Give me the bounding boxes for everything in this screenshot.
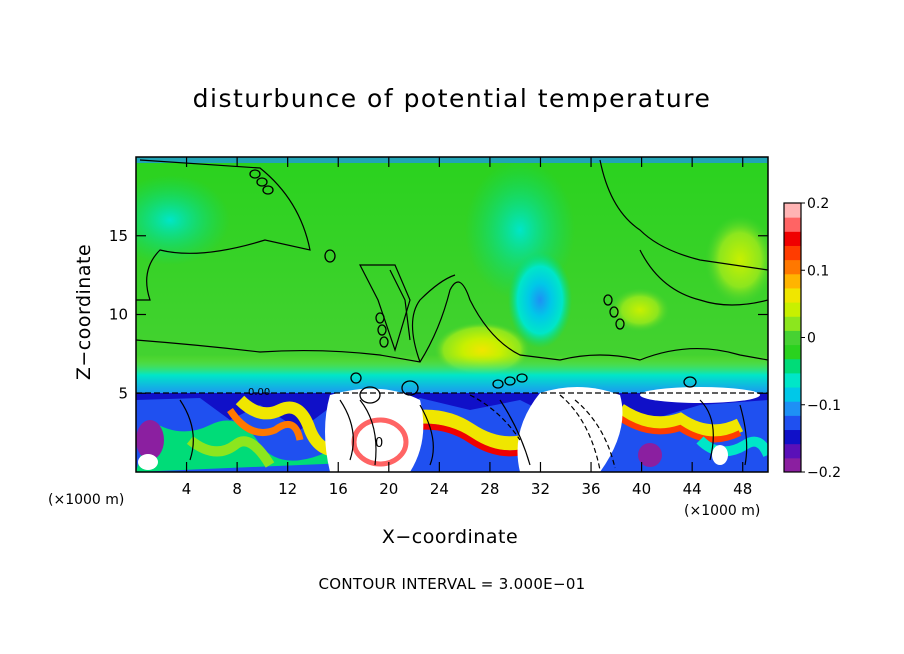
colorbar-swatch <box>784 316 801 331</box>
colorbar-tick-label: 0.2 <box>807 196 829 212</box>
x-tick-label: 16 <box>329 480 348 498</box>
colorbar-swatch <box>784 387 801 402</box>
colorbar-swatch <box>784 443 801 459</box>
x-tick-label: 36 <box>581 480 600 498</box>
colorbar-swatch <box>784 231 801 246</box>
x-tick-label: 8 <box>232 480 242 498</box>
colorbar-swatch <box>784 217 801 232</box>
x-tick-label: 48 <box>733 480 752 498</box>
colorbar-tick-label: 0.1 <box>807 263 829 279</box>
x-tick-label: 20 <box>379 480 398 498</box>
colorbar-swatch <box>784 415 801 431</box>
x-tick-label: 12 <box>278 480 297 498</box>
colorbar-swatch <box>784 259 801 275</box>
colorbar-swatch <box>784 401 801 416</box>
x-unit-label-left: (×1000 m) <box>48 492 125 508</box>
colorbar-swatch <box>784 203 801 218</box>
x-unit-label-right: (×1000 m) <box>684 503 761 519</box>
chart-title: disturbunce of potential temperature <box>192 84 712 113</box>
x-tick-label: 40 <box>632 480 651 498</box>
colorbar-swatch <box>784 457 801 473</box>
colorbar-tick-label: 0 <box>807 331 816 347</box>
colorbar-swatch <box>784 344 801 360</box>
x-tick-label: 28 <box>480 480 499 498</box>
x-axis-label: X−coordinate <box>381 526 519 548</box>
x-tick-label: 4 <box>182 480 192 498</box>
x-tick-label: 44 <box>683 480 702 498</box>
x-tick-label: 32 <box>531 480 550 498</box>
contour-label: 0.00 <box>248 387 270 398</box>
y-tick-label: 15 <box>109 227 128 245</box>
colorbar-swatch <box>784 273 801 289</box>
contour-label: 0 <box>375 436 383 451</box>
colorbar-swatch <box>784 245 801 261</box>
y-axis: 5 10 15 <box>109 227 768 402</box>
colorbar-swatch <box>784 287 801 303</box>
colorbar-tick-label: −0.1 <box>807 398 841 414</box>
colorbar-swatch <box>784 302 801 317</box>
colorbar: 0.2 0.1 0 −0.1 −0.2 <box>783 196 841 481</box>
y-tick-label: 5 <box>118 384 128 402</box>
colorbar-tick-label: −0.2 <box>807 465 841 481</box>
colorbar-swatch <box>784 358 801 374</box>
x-tick-label: 24 <box>430 480 449 498</box>
y-tick-label: 10 <box>109 306 128 324</box>
contour-interval-note: CONTOUR INTERVAL = 3.000E−01 <box>318 575 586 593</box>
x-axis: 4 8 12 16 20 24 28 32 36 40 44 48 <box>182 157 752 498</box>
colorbar-swatch <box>784 429 801 445</box>
colorbar-swatch <box>784 372 801 388</box>
potential-temperature-field: 0.00 0 <box>136 157 768 472</box>
colorbar-swatch <box>784 330 801 346</box>
